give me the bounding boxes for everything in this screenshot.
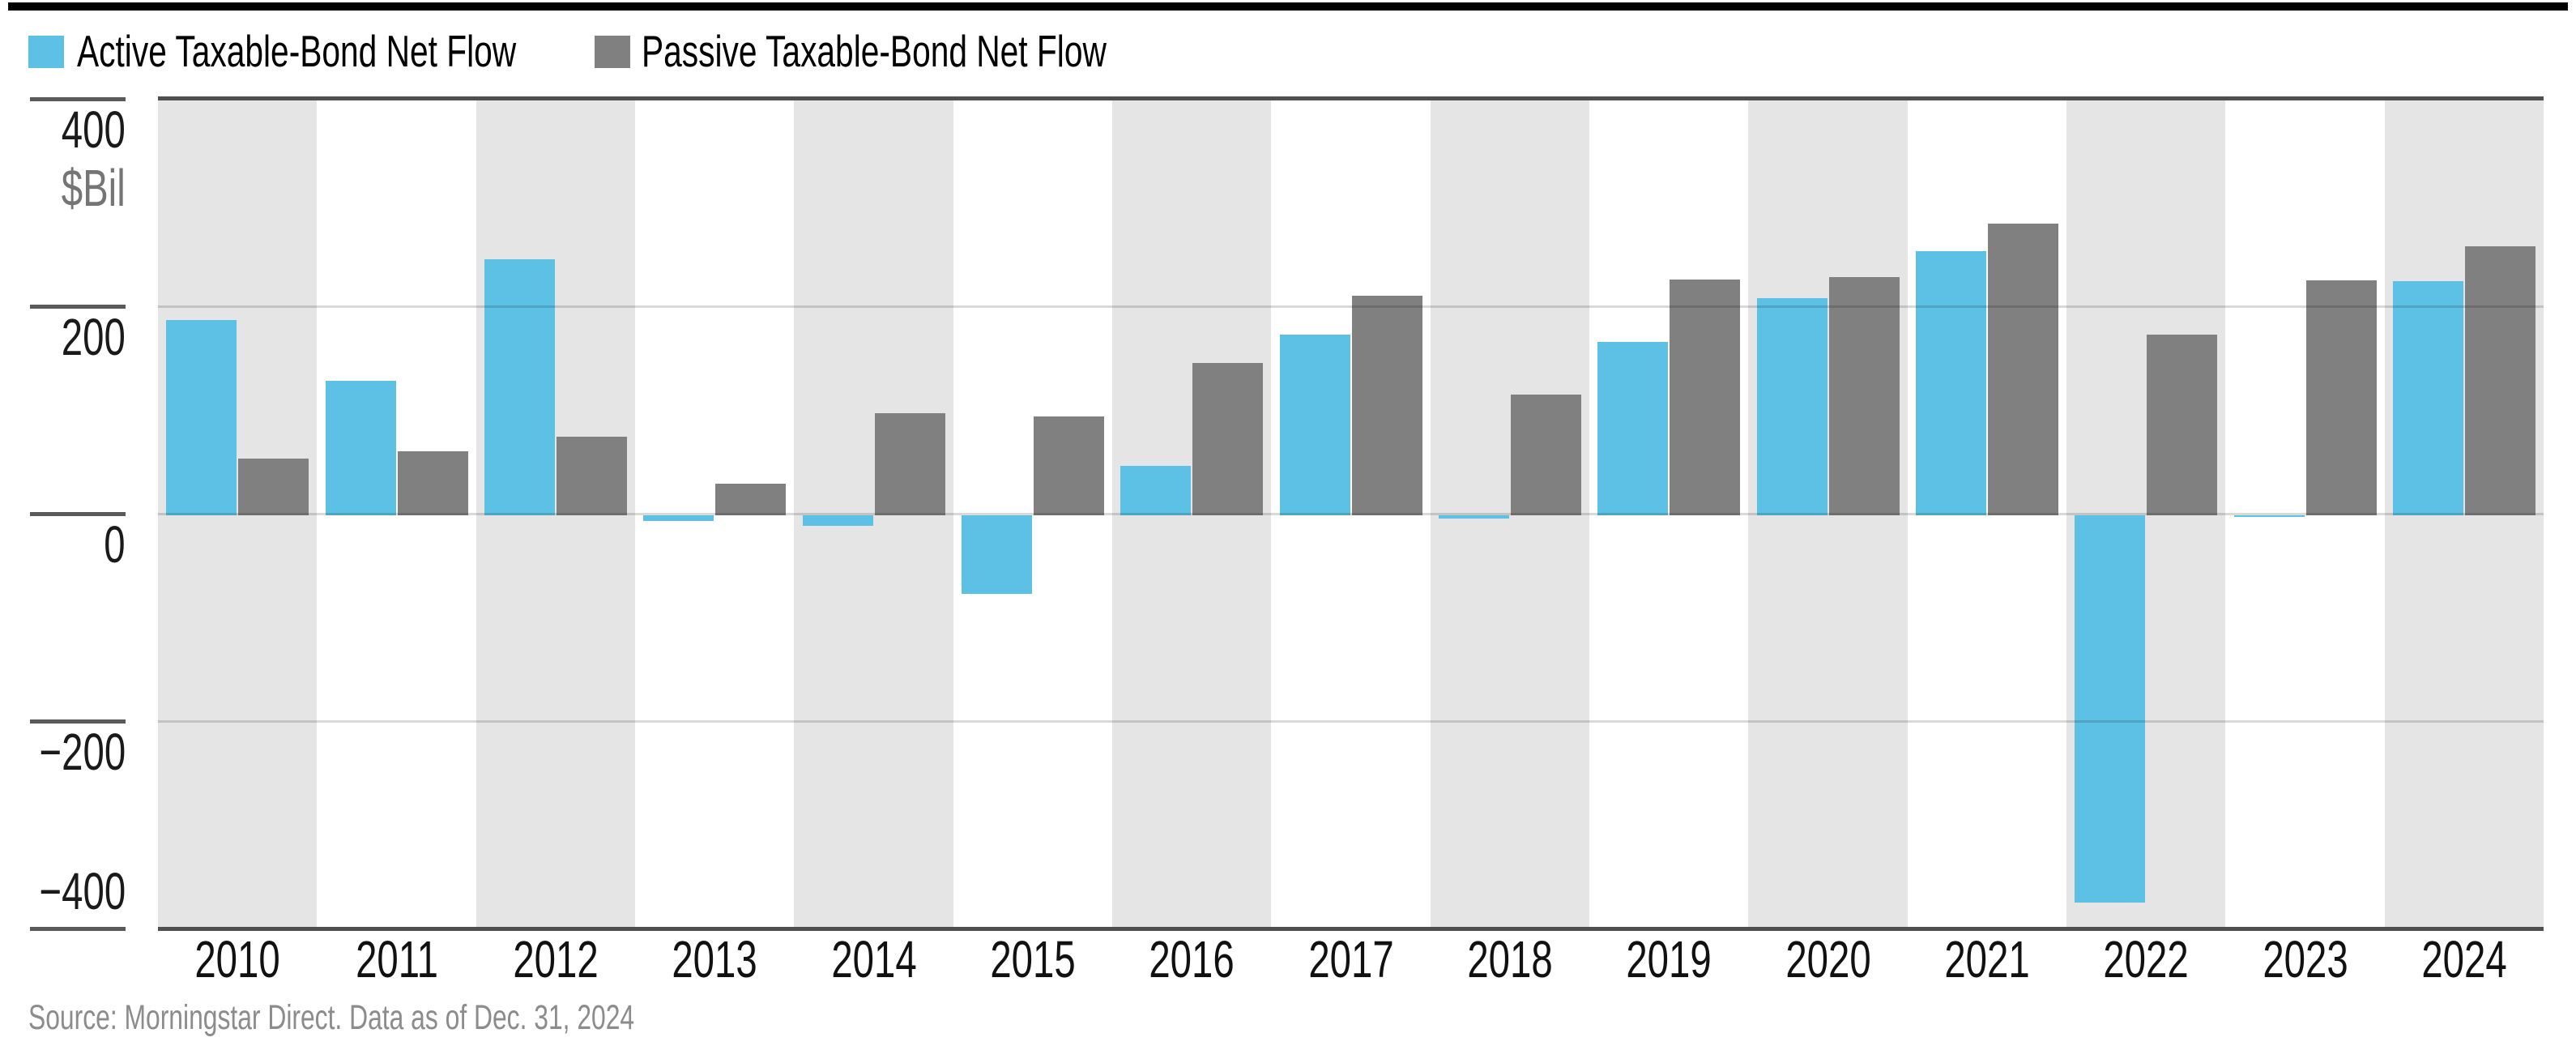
bar-active-2021 [1915,251,1986,515]
bar-active-2015 [961,515,1032,594]
bar-passive-2021 [1987,223,2058,515]
y-tick-400 [30,97,126,101]
bar-passive-2014 [874,412,945,515]
legend-label-active-text: Active Taxable-Bond Net Flow [77,26,517,76]
y-tick-label-text: 200 [61,308,126,366]
y-axis-unit-label: $Bil [0,162,126,214]
x-axis-label-2014: 2014 [816,933,931,985]
y-tick-200 [30,305,126,309]
y-tick--400 [30,927,126,931]
x-axis-label-2024: 2024 [2407,933,2522,985]
x-axis-label-2020: 2020 [1770,933,1885,985]
x-axis-label-2017: 2017 [1293,933,1408,985]
bar-active-2019 [1597,341,1669,515]
y-tick-label--400: −400 [0,865,126,917]
bar-active-2016 [1120,466,1192,515]
x-axis-label-text: 2024 [2421,930,2507,988]
bar-active-2020 [1756,297,1828,515]
bar-active-2022 [2075,515,2146,903]
x-axis-label-text: 2019 [1626,930,1712,988]
legend-label-active: Active Taxable-Bond Net Flow [77,28,671,75]
bar-active-2018 [1438,515,1509,519]
y-tick-label-text: −200 [39,723,126,781]
bar-passive-2015 [1033,416,1104,515]
x-axis-label-text: 2012 [513,930,599,988]
bar-passive-2011 [397,451,468,515]
gridline-0 [158,513,2544,515]
x-axis-label-text: 2017 [1307,930,1394,988]
y-tick-0 [30,512,126,516]
x-axis-label-text: 2010 [194,930,280,988]
x-axis-line [158,927,2544,931]
bar-active-2010 [166,319,237,515]
bar-active-2017 [1279,334,1350,515]
y-tick-label-text: 400 [61,100,126,159]
x-axis-label-2015: 2015 [975,933,1090,985]
bar-passive-2020 [1828,277,1900,515]
x-axis-label-text: 2016 [1149,930,1235,988]
x-axis-label-text: 2022 [2103,930,2189,988]
bar-passive-2012 [556,437,627,515]
x-axis-label-text: 2011 [355,930,438,988]
x-axis-label-text: 2020 [1785,930,1871,988]
y-tick-label-0: 0 [0,519,126,570]
x-axis-label-text: 2018 [1467,930,1553,988]
y-tick-label-text: 0 [104,515,126,574]
y-tick-label-text: −400 [39,862,126,920]
plot-top-border [158,96,2544,100]
bar-passive-2017 [1351,296,1422,515]
y-tick-label--200: −200 [0,726,126,778]
y-axis-unit-text: $Bil [62,159,126,217]
top-rule [8,2,2568,11]
y-tick-label-200: 200 [0,311,126,363]
x-axis-label-text: 2015 [990,930,1076,988]
x-axis-label-2019: 2019 [1611,933,1726,985]
source-note: Source: Morningstar Direct. Data as of D… [28,997,847,1038]
bar-passive-2024 [2464,245,2535,515]
bar-passive-2018 [1510,394,1581,515]
x-axis-label-text: 2023 [2262,930,2348,988]
source-note-text: Source: Morningstar Direct. Data as of D… [28,998,635,1037]
legend: Active Taxable-Bond Net Flow Passive Tax… [0,0,2576,89]
bar-active-2011 [325,381,396,515]
x-axis-label-2011: 2011 [341,933,453,985]
x-axis-label-text: 2014 [830,930,917,988]
x-axis-label-2010: 2010 [180,933,295,985]
bar-active-2013 [643,515,714,521]
legend-swatch-passive [595,36,630,68]
bar-active-2012 [484,259,555,515]
legend-swatch-active [28,36,64,68]
y-tick-label-400: 400 [0,104,126,156]
x-axis-label-text: 2013 [672,930,757,988]
x-axis-label-2022: 2022 [2088,933,2203,985]
legend-label-passive: Passive Taxable-Bond Net Flow [642,28,1269,75]
x-axis-label-2013: 2013 [657,933,772,985]
x-axis-label-2018: 2018 [1452,933,1567,985]
bar-passive-2016 [1192,363,1264,515]
bar-active-2014 [802,515,873,527]
y-tick--200 [30,719,126,724]
gridline-200 [158,305,2544,308]
gridline--200 [158,720,2544,723]
x-axis-label-2016: 2016 [1134,933,1249,985]
bar-passive-2010 [238,459,309,515]
bar-active-2024 [2392,281,2463,515]
x-axis-label-text: 2021 [1944,930,2030,988]
bar-passive-2023 [2305,280,2377,515]
x-axis-label-2012: 2012 [498,933,613,985]
bar-passive-2019 [1670,279,1741,515]
x-axis-label-2021: 2021 [1930,933,2045,985]
bar-passive-2013 [715,483,787,515]
x-axis-label-2023: 2023 [2247,933,2362,985]
legend-label-passive-text: Passive Taxable-Bond Net Flow [642,26,1107,76]
bar-active-2023 [2233,515,2305,517]
bar-passive-2022 [2147,334,2218,515]
